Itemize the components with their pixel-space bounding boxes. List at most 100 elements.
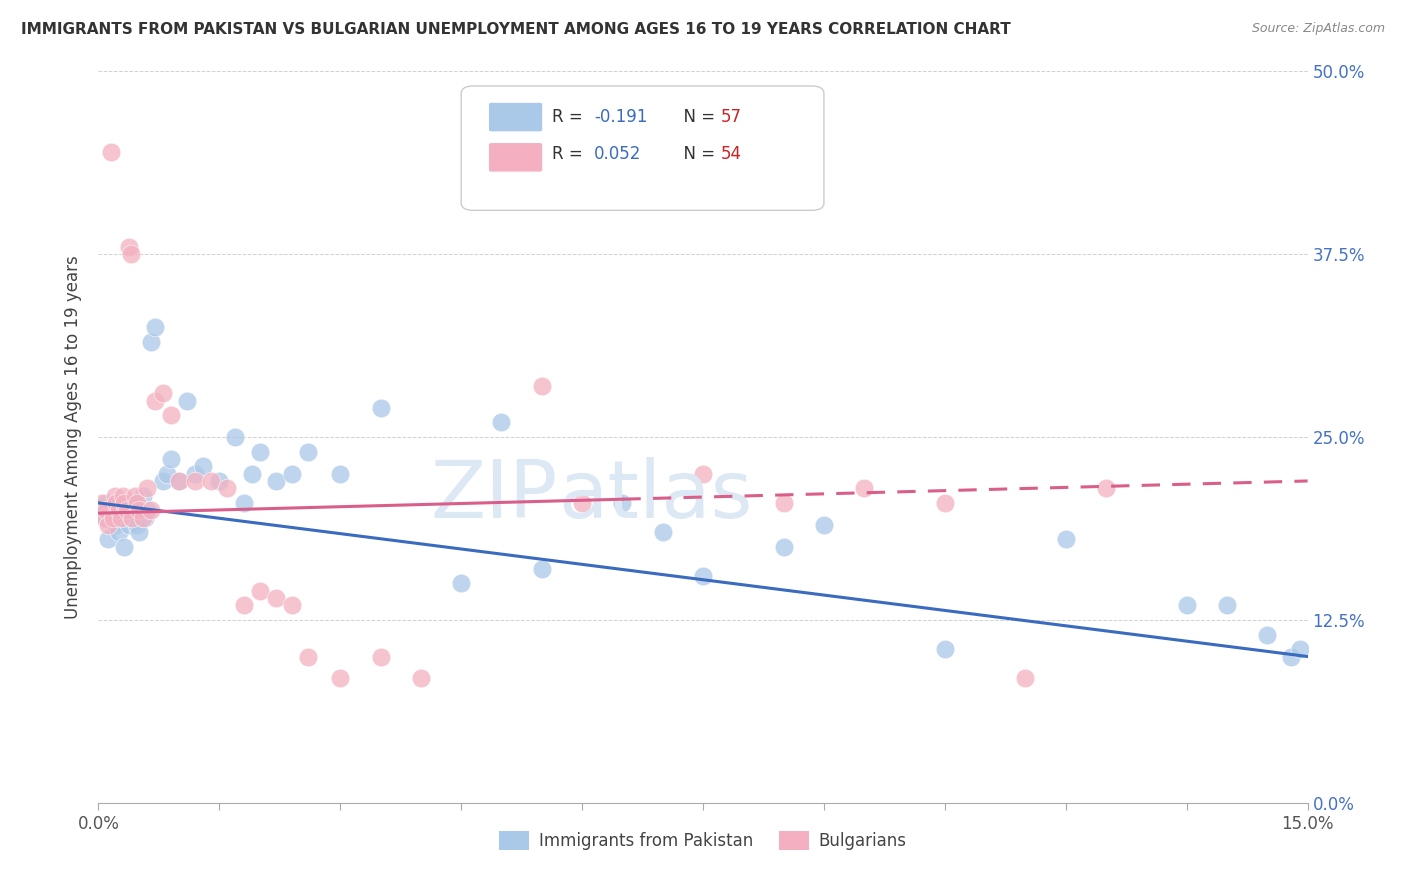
Point [107,525,129,540]
Point [813,517,835,532]
Point [297,649,319,664]
FancyBboxPatch shape [489,143,543,171]
Text: 57: 57 [721,109,742,127]
Point [232,599,254,613]
Point [491,416,513,430]
Text: ZIP: ZIP [430,457,558,534]
Point [110,503,132,517]
Point [1216,599,1239,613]
Point [143,320,166,334]
Text: atlas: atlas [558,457,752,534]
Text: 54: 54 [721,145,742,163]
Point [100,510,122,524]
Point [167,474,190,488]
Text: R =: R = [551,145,588,163]
Point [329,672,352,686]
Text: N =: N = [672,145,720,163]
Point [232,496,254,510]
Point [107,503,129,517]
Point [281,599,304,613]
Point [100,145,122,159]
Point [97,517,120,532]
Point [934,642,956,657]
Point [184,474,207,488]
Point [281,467,304,481]
Legend: Immigrants from Pakistan, Bulgarians: Immigrants from Pakistan, Bulgarians [492,824,914,856]
Point [121,496,143,510]
Point [111,510,134,524]
Point [105,517,128,532]
Point [110,510,132,524]
Point [160,452,183,467]
Text: -0.191: -0.191 [595,109,648,127]
Point [132,489,155,503]
Point [128,503,150,517]
Text: N =: N = [672,109,720,127]
Point [651,525,673,540]
Point [208,474,231,488]
Point [120,510,142,524]
Point [1095,481,1118,495]
Point [264,474,287,488]
Point [94,510,117,524]
Point [249,444,271,458]
Text: Source: ZipAtlas.com: Source: ZipAtlas.com [1251,22,1385,36]
Point [184,467,207,481]
Point [772,540,794,554]
Point [1175,599,1198,613]
Point [101,503,124,517]
Point [1054,533,1077,547]
Point [329,467,352,481]
Point [176,393,198,408]
Point [139,334,162,349]
Point [160,408,183,422]
Point [853,481,876,495]
Point [264,591,287,605]
Point [571,496,593,510]
Y-axis label: Unemployment Among Ages 16 to 19 years: Unemployment Among Ages 16 to 19 years [65,255,83,619]
Point [612,496,634,510]
Point [112,540,135,554]
Point [115,503,138,517]
Point [132,510,155,524]
Point [143,393,166,408]
Point [450,576,472,591]
Point [224,430,246,444]
Point [134,510,156,524]
Point [934,496,956,510]
Point [217,481,239,495]
Point [530,379,553,393]
Point [91,496,114,510]
Text: 0.052: 0.052 [595,145,641,163]
Point [128,525,150,540]
Point [152,386,174,401]
Point [240,467,263,481]
Point [94,510,117,524]
Point [692,569,714,583]
Point [139,503,162,517]
Point [111,489,134,503]
Text: IMMIGRANTS FROM PAKISTAN VS BULGARIAN UNEMPLOYMENT AMONG AGES 16 TO 19 YEARS COR: IMMIGRANTS FROM PAKISTAN VS BULGARIAN UN… [21,22,1011,37]
Point [127,517,149,532]
FancyBboxPatch shape [461,86,824,211]
Point [96,496,118,510]
Point [156,467,179,481]
Point [101,510,124,524]
Point [103,489,125,503]
Point [167,474,190,488]
Point [97,533,120,547]
Point [105,496,128,510]
Point [120,247,142,261]
Point [121,510,143,524]
Point [103,503,125,517]
Point [112,496,135,510]
FancyBboxPatch shape [489,103,543,131]
Point [152,474,174,488]
Point [118,517,141,532]
Point [135,503,157,517]
Point [1281,649,1303,664]
Point [124,489,146,503]
Point [249,583,271,598]
Point [127,496,149,510]
Point [96,503,118,517]
